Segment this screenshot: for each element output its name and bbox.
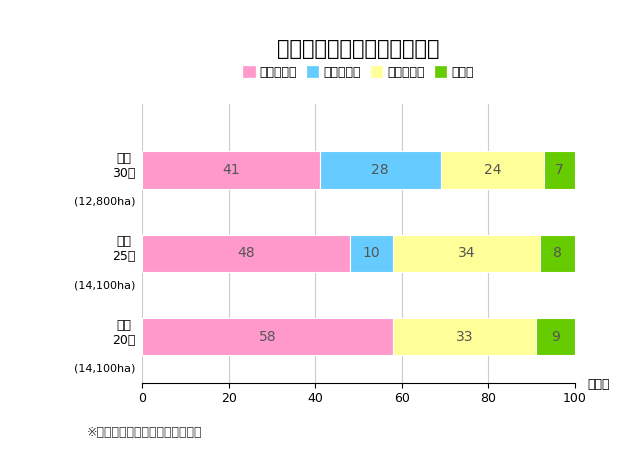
Text: 48: 48 [237, 247, 255, 261]
Text: （％）: （％） [588, 378, 610, 392]
Bar [142, 151, 320, 189]
Text: 9: 9 [551, 330, 560, 344]
Bar [350, 234, 393, 272]
Legend: コシヒカリ, きぬむすめ, ひとめぼれ, その他: コシヒカリ, きぬむすめ, ひとめぼれ, その他 [239, 61, 478, 84]
Bar [320, 151, 441, 189]
Text: 平成
25年: 平成 25年 [112, 235, 136, 263]
Bar [393, 234, 540, 272]
Text: 平成
20年: 平成 20年 [112, 319, 136, 346]
Bar [142, 318, 393, 356]
Text: (14,100ha): (14,100ha) [74, 363, 136, 374]
Text: 7: 7 [555, 163, 564, 177]
Text: ※資料　鳥取県農林水産業の概要: ※資料 鳥取県農林水産業の概要 [87, 426, 202, 439]
Text: 8: 8 [553, 247, 562, 261]
Text: 34: 34 [458, 247, 475, 261]
Title: 鳥取県の水稲作付面積の割合: 鳥取県の水稲作付面積の割合 [277, 39, 439, 59]
Bar [544, 151, 575, 189]
Text: 41: 41 [222, 163, 240, 177]
Bar [536, 318, 575, 356]
Bar [142, 234, 350, 272]
Text: (12,800ha): (12,800ha) [74, 197, 136, 207]
Text: 28: 28 [371, 163, 389, 177]
Text: 10: 10 [363, 247, 380, 261]
Bar [393, 318, 536, 356]
Text: (14,100ha): (14,100ha) [74, 280, 136, 290]
Text: 33: 33 [455, 330, 473, 344]
Text: 24: 24 [484, 163, 501, 177]
Text: 平成
30年: 平成 30年 [112, 152, 136, 180]
Text: 58: 58 [259, 330, 276, 344]
Bar [441, 151, 544, 189]
Bar [540, 234, 575, 272]
